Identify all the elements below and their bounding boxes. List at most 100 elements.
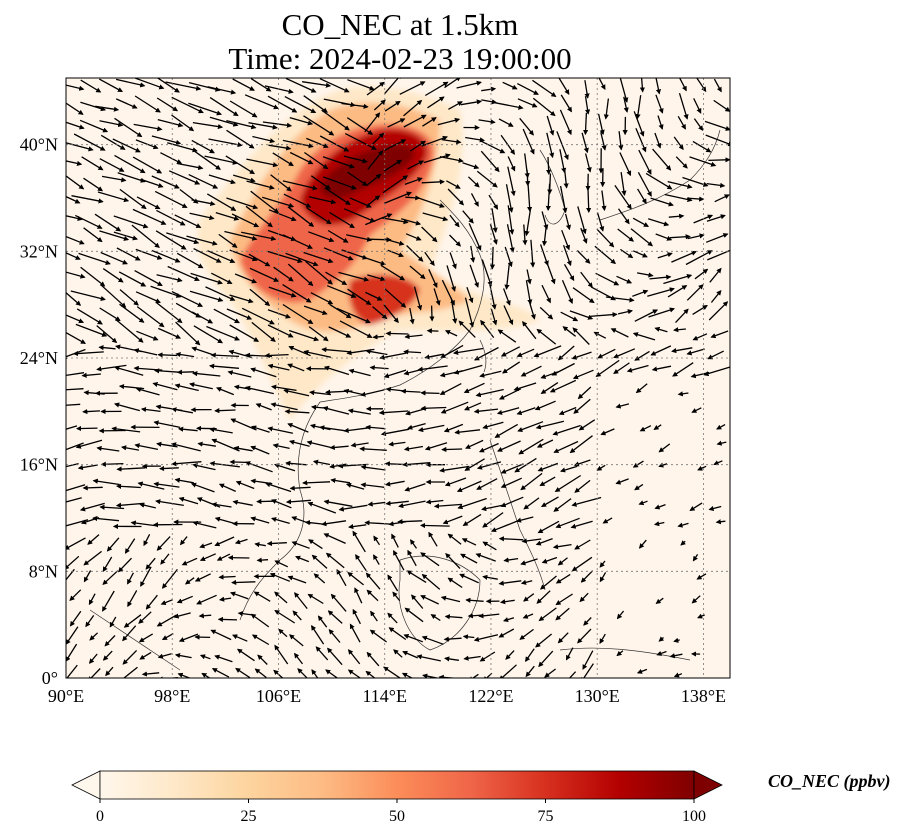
wind-arrow (270, 402, 298, 411)
wind-arrow (211, 668, 230, 678)
wind-arrow (478, 119, 496, 125)
wind-arrow (167, 265, 200, 281)
wind-arrow (66, 84, 85, 91)
wind-arrow (135, 248, 163, 260)
wind-arrow (551, 362, 575, 376)
y-tick-label: 8°N (29, 561, 58, 581)
wind-arrow (265, 482, 292, 493)
wind-arrow (327, 610, 343, 624)
wind-arrow (302, 81, 332, 88)
wind-arrow (66, 497, 82, 503)
wind-arrow (99, 120, 124, 128)
wind-arrow (341, 102, 369, 109)
wind-arrow (692, 140, 712, 153)
y-tick-label: 16°N (20, 455, 58, 475)
wind-arrow (352, 608, 361, 625)
wind-arrow (476, 461, 502, 470)
x-tick-label: 114°E (362, 686, 407, 706)
wind-arrow (522, 224, 528, 246)
wind-arrow (546, 263, 556, 285)
wind-arrow (713, 460, 723, 466)
wind-arrow (558, 78, 570, 95)
wind-arrow (715, 519, 726, 525)
wind-arrow (572, 287, 595, 304)
wind-arrow (66, 568, 75, 586)
wind-arrow (264, 85, 294, 94)
wind-arrow (231, 213, 260, 228)
wind-arrow (106, 537, 120, 552)
wind-arrow (421, 573, 441, 590)
wind-arrow (100, 284, 127, 308)
wind-arrow (584, 153, 592, 173)
wind-arrow (561, 279, 573, 304)
wind-arrow (482, 574, 498, 580)
wind-arrow (119, 303, 145, 323)
wind-arrow (312, 459, 331, 466)
wind-arrow (151, 249, 181, 263)
wind-arrow (378, 410, 409, 416)
colorbar-tick-label: 50 (389, 808, 405, 825)
wind-arrow (526, 269, 532, 285)
wind-arrow (87, 534, 100, 545)
wind-arrow (563, 263, 575, 282)
wind-arrow (138, 611, 152, 624)
wind-arrow (494, 102, 524, 110)
wind-arrow (174, 477, 194, 484)
wind-arrow (322, 176, 357, 190)
wind-arrow (226, 308, 253, 320)
wind-arrow (192, 520, 217, 529)
wind-arrow (354, 587, 363, 604)
wind-arrow (498, 664, 517, 678)
wind-arrow (522, 320, 537, 340)
wind-arrow (282, 180, 318, 191)
wind-arrow (337, 463, 369, 469)
wind-arrow (88, 653, 98, 664)
wind-arrow (360, 255, 386, 266)
wind-arrow (439, 383, 462, 395)
wind-arrow (343, 388, 363, 396)
wind-arrow (135, 78, 165, 90)
wind-arrow (274, 463, 296, 472)
wind-arrow (348, 368, 371, 377)
wind-arrow (324, 187, 351, 205)
wind-arrow (215, 211, 240, 221)
wind-arrow (560, 94, 572, 113)
wind-arrow (433, 288, 441, 306)
wind-arrow (100, 134, 126, 150)
wind-arrow (176, 369, 195, 375)
wind-arrow (124, 538, 136, 554)
wind-arrow (284, 96, 317, 114)
wind-arrow (693, 98, 702, 114)
wind-arrow (102, 268, 124, 283)
wind-arrow (421, 226, 438, 243)
wind-arrow (677, 522, 689, 528)
wind-arrow (447, 188, 465, 206)
wind-arrow (490, 308, 498, 326)
wind-arrow (66, 388, 84, 391)
wind-arrow (437, 117, 461, 126)
wind-arrow (626, 364, 649, 373)
wind-arrow (651, 365, 672, 372)
wind-arrow (230, 591, 249, 600)
wind-arrow (194, 150, 221, 170)
wind-arrow (364, 112, 381, 133)
wind-arrow (708, 157, 730, 163)
wind-arrow (250, 516, 270, 524)
wind-arrow (197, 441, 216, 447)
wind-arrow (654, 326, 668, 333)
wind-arrow (105, 666, 114, 677)
wind-arrow (498, 536, 524, 542)
wind-arrow (291, 541, 310, 549)
wind-arrow (498, 580, 522, 586)
wind-arrow (303, 115, 335, 136)
wind-arrow (573, 398, 591, 414)
wind-arrow (83, 227, 103, 243)
wind-arrow (393, 649, 403, 658)
wind-arrow (387, 118, 406, 128)
wind-arrow (400, 388, 421, 394)
wind-arrow (66, 314, 85, 324)
wind-arrow (601, 190, 607, 212)
wind-arrow (620, 172, 627, 197)
wind-arrow (66, 195, 81, 204)
gridlines (66, 78, 730, 678)
